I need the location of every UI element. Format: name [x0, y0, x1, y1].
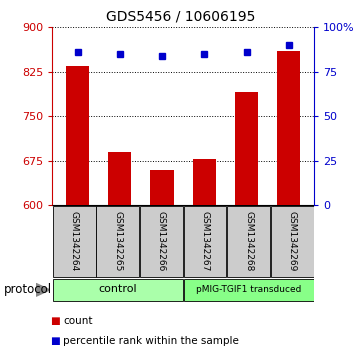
Bar — [184, 279, 314, 301]
Bar — [184, 206, 226, 277]
Bar — [53, 279, 183, 301]
Bar — [96, 206, 139, 277]
Bar — [140, 206, 183, 277]
Bar — [193, 159, 216, 205]
Text: protocol: protocol — [4, 284, 52, 296]
Text: control: control — [99, 284, 137, 294]
Bar — [271, 206, 314, 277]
Bar — [151, 170, 174, 205]
Text: pMIG-TGIF1 transduced: pMIG-TGIF1 transduced — [196, 285, 301, 294]
Text: GSM1342264: GSM1342264 — [70, 211, 79, 272]
Text: count: count — [63, 316, 93, 326]
Text: ■: ■ — [51, 316, 60, 326]
Text: GSM1342265: GSM1342265 — [113, 211, 122, 272]
Text: ■: ■ — [51, 336, 60, 346]
Bar — [66, 66, 89, 205]
Polygon shape — [36, 284, 50, 296]
Bar — [227, 206, 270, 277]
Text: GSM1342268: GSM1342268 — [244, 211, 253, 272]
Bar — [277, 51, 300, 205]
Text: GSM1342267: GSM1342267 — [200, 211, 209, 272]
Text: percentile rank within the sample: percentile rank within the sample — [63, 336, 239, 346]
Bar — [53, 206, 96, 277]
Text: GSM1342269: GSM1342269 — [288, 211, 297, 272]
Text: GDS5456 / 10606195: GDS5456 / 10606195 — [106, 9, 255, 23]
Bar — [235, 93, 258, 205]
Bar — [108, 152, 131, 205]
Text: GSM1342266: GSM1342266 — [157, 211, 166, 272]
